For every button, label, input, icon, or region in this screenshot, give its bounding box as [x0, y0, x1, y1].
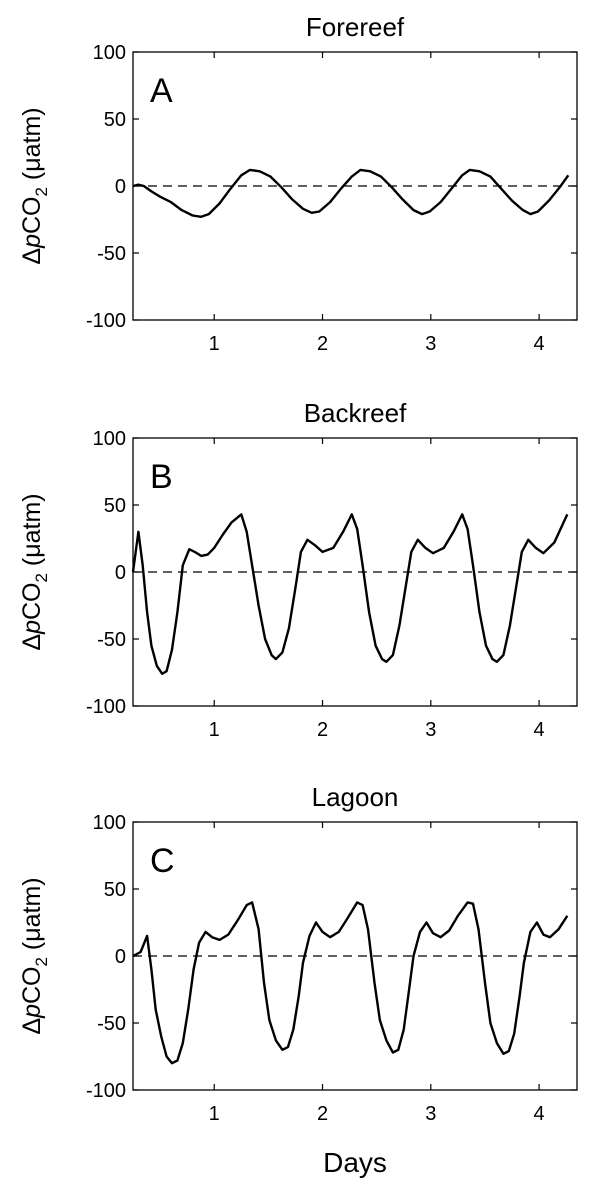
x-tick-label: 1	[209, 719, 220, 741]
y-tick-label: 50	[104, 495, 126, 517]
y-tick-label: 50	[104, 879, 126, 901]
y-tick-label: -50	[97, 629, 126, 651]
y-tick-label: 100	[93, 812, 126, 834]
y-axis-label: ΔpCO2 (μatm)	[18, 107, 51, 264]
x-tick-label: 4	[534, 719, 545, 741]
y-label-subscript: 2	[32, 187, 51, 196]
x-tick-label: 2	[317, 719, 328, 741]
y-tick-label: 50	[104, 109, 126, 131]
panel-title: Lagoon	[312, 782, 399, 812]
x-tick-label: 3	[425, 1103, 436, 1125]
y-tick-label: -100	[86, 696, 126, 718]
panel-letter: C	[150, 842, 175, 880]
x-tick-label: 4	[534, 333, 545, 355]
x-tick-label: 2	[317, 1103, 328, 1125]
y-tick-label: -50	[97, 243, 126, 265]
x-tick-label: 1	[209, 333, 220, 355]
y-label-unit: (μatm)	[18, 107, 46, 187]
y-tick-label: 0	[115, 562, 126, 584]
y-label-unit: (μatm)	[18, 493, 46, 573]
series-line	[131, 513, 569, 675]
y-label-subscript: 2	[32, 957, 51, 966]
x-tick-label: 2	[317, 333, 328, 355]
series-line	[132, 168, 570, 218]
y-label-subscript: 2	[32, 573, 51, 582]
y-tick-label: 100	[93, 428, 126, 450]
y-label-co: CO	[18, 583, 46, 621]
panel-letter: B	[150, 458, 173, 496]
x-axis-label: Days	[323, 1147, 387, 1178]
x-tick-label: 4	[534, 1103, 545, 1125]
y-label-delta: Δ	[18, 1018, 46, 1035]
panel-title: Forereef	[306, 12, 405, 42]
series-line	[132, 901, 569, 1065]
y-axis-label: ΔpCO2 (μatm)	[18, 877, 51, 1034]
x-tick-label: 1	[209, 1103, 220, 1125]
y-label-p: p	[18, 620, 46, 635]
panel-letter: A	[150, 72, 173, 110]
y-tick-label: -50	[97, 1013, 126, 1035]
x-tick-label: 3	[425, 719, 436, 741]
y-tick-label: 0	[115, 176, 126, 198]
x-tick-label: 3	[425, 333, 436, 355]
panel-title: Backreef	[304, 398, 407, 428]
y-label-co: CO	[18, 197, 46, 235]
y-tick-label: 100	[93, 42, 126, 64]
y-label-delta: Δ	[18, 248, 46, 265]
y-label-p: p	[18, 1004, 46, 1019]
y-label-p: p	[18, 234, 46, 249]
y-tick-label: -100	[86, 310, 126, 332]
y-axis-label: ΔpCO2 (μatm)	[18, 493, 51, 650]
y-tick-label: 0	[115, 946, 126, 968]
y-label-delta: Δ	[18, 634, 46, 651]
y-tick-label: -100	[86, 1080, 126, 1102]
y-label-co: CO	[18, 967, 46, 1005]
y-label-unit: (μatm)	[18, 877, 46, 957]
